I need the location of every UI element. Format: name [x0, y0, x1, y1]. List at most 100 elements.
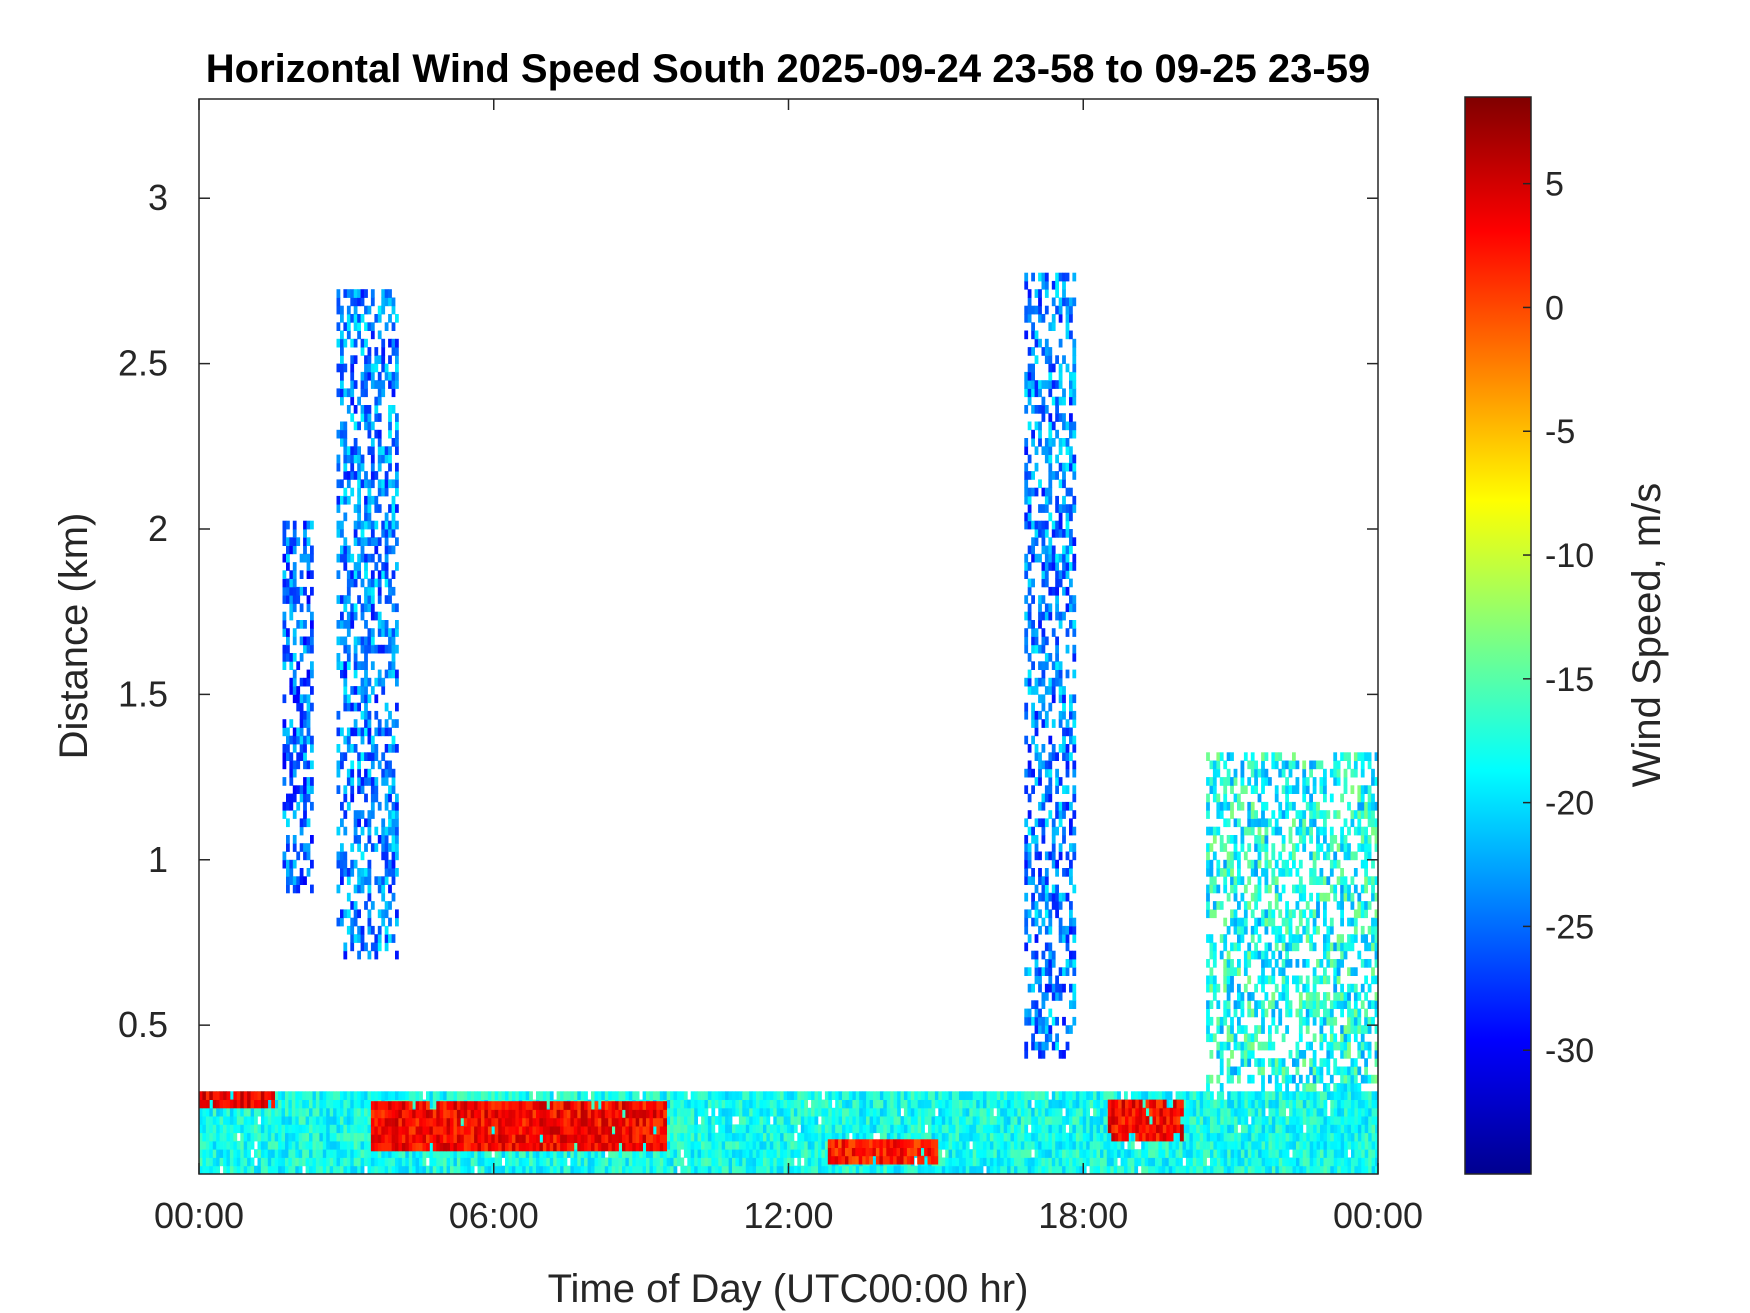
heatmap-cell — [525, 1157, 530, 1167]
heatmap-cell — [391, 1149, 396, 1158]
heatmap-cell — [889, 1147, 894, 1157]
heatmap-cell — [281, 1165, 286, 1174]
heatmap-cell — [377, 330, 382, 340]
heatmap-cell — [367, 677, 372, 687]
heatmap-cell — [783, 1099, 788, 1109]
heatmap-cell — [360, 777, 365, 786]
heatmap-cell — [1213, 1107, 1218, 1117]
heatmap-cell — [353, 702, 358, 712]
heatmap-cell — [841, 1155, 846, 1165]
heatmap-cell — [766, 1149, 771, 1158]
heatmap-cell — [1121, 1099, 1126, 1109]
heatmap-cell — [1223, 1132, 1228, 1142]
heatmap-cell — [343, 1157, 348, 1167]
heatmap-cell — [728, 1132, 733, 1142]
heatmap-cell — [336, 479, 341, 489]
heatmap-cell — [229, 1107, 234, 1117]
heatmap-cell — [1176, 1124, 1181, 1134]
heatmap-cell — [921, 1165, 925, 1174]
heatmap-cell — [384, 1117, 389, 1127]
heatmap-cell — [732, 1091, 736, 1100]
heatmap-cell — [1330, 1116, 1335, 1125]
heatmap-cell — [494, 1126, 499, 1135]
heatmap-cell — [306, 793, 311, 803]
heatmap-cell — [539, 1091, 544, 1100]
heatmap-cell — [484, 1117, 489, 1127]
heatmap-cell — [346, 744, 351, 753]
heatmap-cell — [336, 570, 341, 579]
heatmap-cell — [632, 1142, 637, 1152]
heatmap-cell — [432, 1165, 437, 1174]
heatmap-cell — [1333, 1099, 1338, 1109]
heatmap-cell — [1230, 1099, 1235, 1109]
heatmap-cell — [357, 520, 361, 530]
heatmap-cell — [549, 1101, 554, 1110]
heatmap-cell — [329, 1157, 334, 1167]
heatmap-cell — [1220, 1149, 1225, 1158]
heatmap-cell — [666, 1157, 671, 1167]
heatmap-cell — [570, 1117, 575, 1127]
heatmap-cell — [855, 1132, 860, 1142]
heatmap-cell — [271, 1157, 275, 1167]
heatmap-cell — [1354, 1157, 1359, 1167]
heatmap-cell — [989, 1132, 994, 1142]
heatmap-cell — [381, 1101, 386, 1110]
heatmap-cell — [756, 1149, 760, 1158]
heatmap-cell — [759, 1116, 764, 1125]
heatmap-cell — [670, 1091, 674, 1100]
heatmap-cell — [343, 595, 348, 604]
heatmap-cell — [1285, 1165, 1290, 1174]
heatmap-cell — [883, 1165, 888, 1174]
heatmap-cell — [1344, 1116, 1348, 1125]
heatmap-cell — [1138, 1099, 1143, 1109]
heatmap-cell — [721, 1091, 726, 1100]
heatmap-cell — [1282, 1099, 1286, 1109]
heatmap-cell — [296, 595, 301, 604]
heatmap-cell — [391, 644, 396, 654]
heatmap-cell — [566, 1101, 571, 1110]
heatmap-cell — [584, 1142, 588, 1152]
heatmap-cell — [381, 620, 386, 629]
heatmap-cell — [1031, 1140, 1035, 1150]
heatmap-cell — [773, 1107, 778, 1117]
heatmap-cell — [563, 1117, 568, 1127]
heatmap-cell — [955, 1157, 960, 1167]
heatmap-cell — [388, 429, 392, 439]
heatmap-cell — [910, 1139, 915, 1148]
heatmap-cell — [1364, 1140, 1369, 1150]
heatmap-cell — [1158, 1149, 1163, 1158]
heatmap-cell — [996, 1099, 1001, 1109]
heatmap-cell — [1227, 1124, 1231, 1134]
heatmap-cell — [384, 644, 389, 654]
heatmap-cell — [367, 950, 372, 960]
heatmap-cell — [236, 1099, 241, 1109]
heatmap-cell — [384, 876, 389, 885]
heatmap-cell — [989, 1157, 994, 1167]
heatmap-cell — [412, 1091, 416, 1100]
heatmap-cell — [360, 925, 365, 935]
heatmap-cell — [1227, 1107, 1231, 1117]
heatmap-cell — [924, 1107, 929, 1117]
heatmap-cell — [299, 702, 304, 712]
heatmap-cell — [542, 1126, 547, 1135]
heatmap-cell — [357, 843, 361, 852]
heatmap-cell — [618, 1109, 623, 1119]
heatmap-cell — [240, 1140, 245, 1150]
heatmap-cell — [1165, 1099, 1170, 1109]
heatmap-cell — [443, 1101, 447, 1110]
heatmap-cell — [336, 1107, 341, 1117]
heatmap-cell — [391, 380, 396, 389]
heatmap-cell — [1227, 1157, 1231, 1167]
heatmap-cell — [377, 620, 382, 629]
heatmap-cell — [907, 1116, 912, 1125]
heatmap-cell — [1148, 1149, 1152, 1158]
heatmap-cell — [597, 1149, 602, 1158]
heatmap-cell — [763, 1149, 767, 1158]
heatmap-cell — [515, 1101, 520, 1110]
heatmap-cell — [474, 1149, 478, 1158]
heatmap-cell — [763, 1124, 767, 1134]
heatmap-cell — [639, 1101, 643, 1110]
heatmap-cell — [783, 1124, 788, 1134]
heatmap-cell — [1003, 1116, 1008, 1125]
heatmap-cell — [1185, 1132, 1190, 1142]
